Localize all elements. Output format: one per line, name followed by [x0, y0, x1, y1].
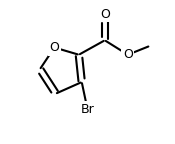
- Text: O: O: [50, 41, 59, 54]
- Text: O: O: [123, 48, 133, 61]
- Text: O: O: [100, 8, 110, 21]
- Text: Br: Br: [81, 103, 94, 116]
